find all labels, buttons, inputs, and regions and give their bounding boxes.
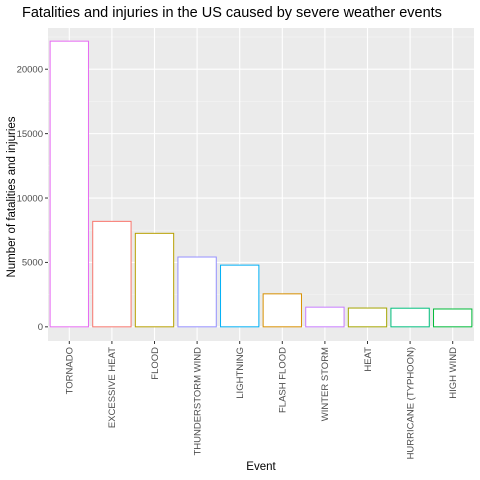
- x-tick-label: TORNADO: [65, 347, 76, 394]
- bar: [177, 256, 217, 328]
- chart-title: Fatalities and injuries in the US caused…: [22, 5, 442, 21]
- x-axis-ticks: TORNADO EXCESSIVE HEAT FLOOD THUNDERSTORM W…: [65, 341, 459, 459]
- x-tick-label: THUNDERSTORM WIND: [192, 347, 203, 456]
- x-tick-label: FLOOD: [150, 347, 161, 380]
- bar: [262, 293, 302, 328]
- bar: [49, 40, 89, 328]
- bar: [433, 308, 473, 328]
- x-tick-label: HURRICANE (TYPHOON): [405, 347, 416, 459]
- bar: [92, 220, 132, 328]
- y-tick-label: 15000: [17, 129, 43, 140]
- x-axis-label: Event: [246, 461, 276, 473]
- x-tick-label: HIGH WIND: [448, 347, 459, 399]
- bar: [305, 306, 345, 328]
- bar: [220, 264, 260, 328]
- x-tick-label: WINTER STORM: [320, 347, 331, 421]
- x-tick-label: EXCESSIVE HEAT: [107, 347, 118, 428]
- bar: [347, 307, 388, 328]
- bar: [134, 232, 175, 328]
- y-tick-label: 20000: [17, 65, 43, 76]
- y-axis-ticks: 0 5000 10000 15000 20000: [17, 65, 48, 333]
- bars: [49, 40, 473, 328]
- x-tick-label: HEAT: [363, 347, 374, 372]
- y-tick-label: 5000: [22, 258, 43, 269]
- x-tick-label: FLASH FLOOD: [278, 347, 289, 413]
- y-tick-label: 10000: [17, 193, 43, 204]
- bar: [390, 307, 430, 328]
- y-tick-label: 0: [38, 322, 43, 333]
- x-tick-label: LIGHTNING: [235, 347, 246, 399]
